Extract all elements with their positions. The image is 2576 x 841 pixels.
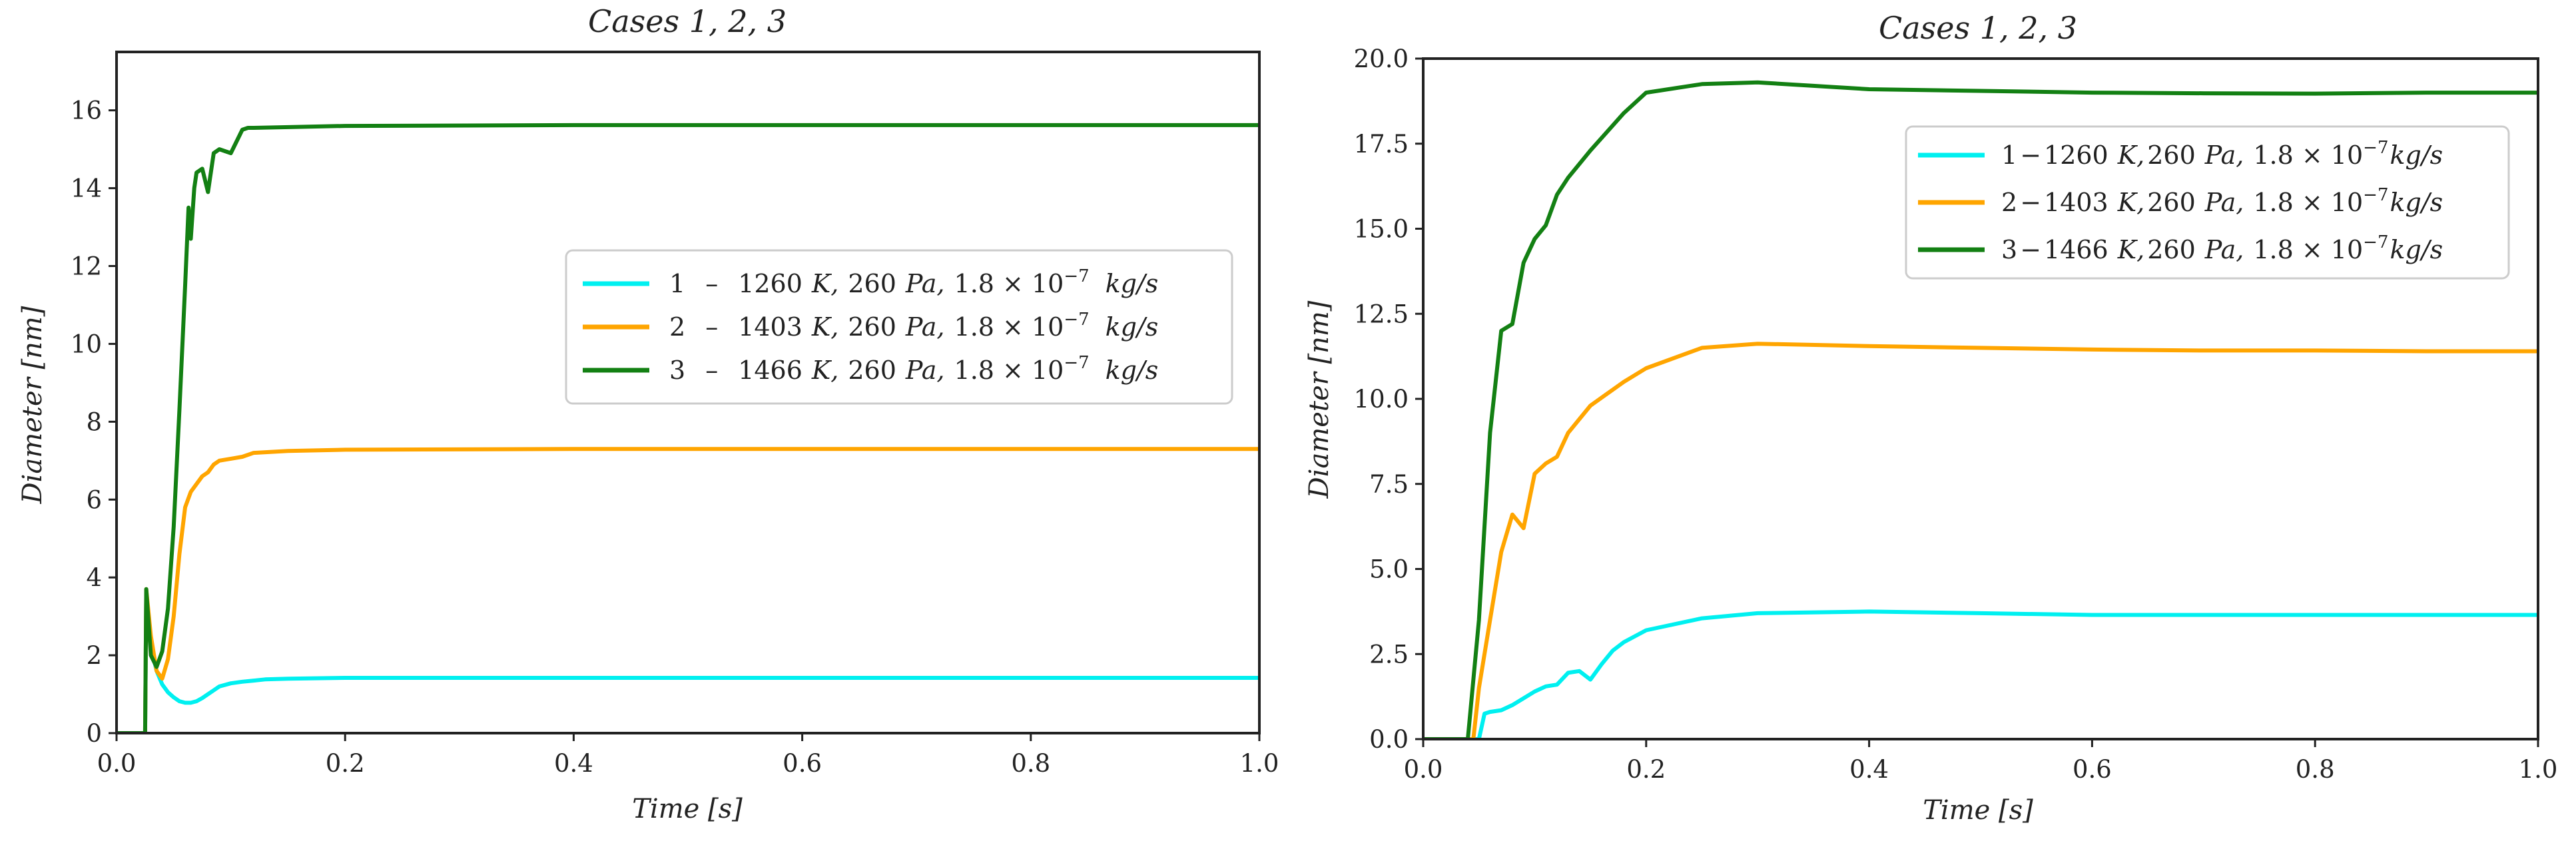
x-tick-label: 0.4: [554, 749, 593, 778]
legend-label: 1−1260 K, 260 Pa, 1.8 × 10−7kg/s: [2001, 138, 2443, 170]
x-axis-label: Time [s]: [1923, 795, 2033, 826]
y-tick-label: 0: [86, 719, 102, 748]
legend-box: [1905, 125, 2510, 280]
series-layer: [1423, 80, 2538, 739]
left-chart: Cases 1, 2, 3 Time [s] Diameter [nm] 0.0…: [17, 3, 1279, 824]
x-tick-label: 0.0: [97, 749, 137, 778]
x-tick-label: 0.0: [1404, 755, 1443, 784]
y-axis-ticks: 0.0 2.5 5.0 7.5 10.0 12.5 15.0 17.5 20.0: [1354, 45, 1423, 754]
chart-title: Cases 1, 2, 3: [588, 3, 787, 39]
x-tick-label: 0.4: [1849, 755, 1889, 784]
axes-frame: [115, 51, 1261, 734]
legend-label: 1–1260 K, 260 Pa, 1.8 × 10−7 kg/s: [669, 266, 1158, 298]
right-chart: Cases 1, 2, 3 Time [s] Diameter [nm] 0.0…: [1304, 10, 2557, 826]
x-axis-ticks: 0.0 0.2 0.4 0.6 0.8 1.0: [1404, 739, 2558, 784]
y-axis-label: Diameter [nm]: [17, 306, 48, 504]
y-tick-label: 12: [71, 252, 102, 281]
y-tick-label: 5.0: [1369, 555, 1409, 584]
legend-item-3: 3−1466 K, 260 Pa, 1.8 × 10−7kg/s: [1918, 232, 2443, 264]
series-line-case-1: [117, 591, 1259, 733]
legend-label: 2−1403 K, 260 Pa, 1.8 × 10−7kg/s: [2001, 185, 2443, 217]
x-tick-label: 0.2: [326, 749, 365, 778]
plot-area: [117, 123, 1259, 733]
y-tick-label: 2.5: [1369, 640, 1409, 669]
y-tick-label: 8: [86, 408, 102, 436]
plot-area: [1423, 80, 2538, 739]
legend-box: [565, 249, 1233, 405]
x-axis-ticks: 0.0 0.2 0.4 0.6 0.8 1.0: [97, 733, 1279, 778]
legend-item-2: 2–1403 K, 260 Pa, 1.8 × 10−7 kg/s: [583, 310, 1158, 342]
x-axis-label: Time [s]: [632, 794, 743, 824]
legend-item-1: 1–1260 K, 260 Pa, 1.8 × 10−7 kg/s: [583, 266, 1158, 298]
y-tick-label: 2: [86, 641, 102, 670]
legend-item-1: 1−1260 K, 260 Pa, 1.8 × 10−7kg/s: [1918, 138, 2443, 170]
series-line-case-3: [117, 123, 1259, 733]
y-axis-label: Diameter [nm]: [1304, 300, 1335, 499]
legend-item-3: 3–1466 K, 260 Pa, 1.8 × 10−7 kg/s: [583, 353, 1158, 385]
x-tick-label: 0.8: [2296, 755, 2335, 784]
y-tick-label: 10: [71, 330, 102, 358]
y-tick-label: 20.0: [1354, 45, 1409, 73]
x-tick-label: 0.6: [783, 749, 822, 778]
y-axis-ticks: 0 2 4 6 8 10 12 14 16: [71, 97, 117, 748]
legend-label: 3−1466 K, 260 Pa, 1.8 × 10−7kg/s: [2001, 232, 2443, 264]
x-tick-label: 1.0: [2519, 755, 2558, 784]
y-tick-label: 0.0: [1369, 725, 1409, 754]
legend-label: 3–1466 K, 260 Pa, 1.8 × 10−7 kg/s: [669, 353, 1158, 385]
y-tick-label: 6: [86, 485, 102, 514]
y-tick-label: 7.5: [1369, 470, 1409, 499]
y-tick-label: 15.0: [1354, 215, 1409, 244]
x-tick-label: 0.6: [2073, 755, 2112, 784]
legend: 1–1260 K, 260 Pa, 1.8 × 10−7 kg/s 2–1403 K, 260…: [565, 249, 1233, 405]
y-tick-label: 14: [71, 174, 102, 203]
series-line-case-2: [117, 447, 1259, 733]
y-tick-label: 16: [71, 97, 102, 125]
series-layer: [117, 123, 1259, 733]
series-line-case-3: [1423, 80, 2538, 739]
series-line-case-1: [1423, 609, 2538, 739]
y-tick-label: 12.5: [1354, 300, 1409, 328]
y-tick-label: 4: [86, 563, 102, 592]
series-line-case-2: [1423, 342, 2538, 739]
y-tick-label: 17.5: [1354, 130, 1409, 158]
legend-item-2: 2−1403 K, 260 Pa, 1.8 × 10−7kg/s: [1918, 185, 2443, 217]
y-tick-label: 10.0: [1354, 385, 1409, 414]
legend-label: 2–1403 K, 260 Pa, 1.8 × 10−7 kg/s: [669, 310, 1158, 342]
x-tick-label: 1.0: [1240, 749, 1279, 778]
x-tick-label: 0.8: [1011, 749, 1050, 778]
x-tick-label: 0.2: [1626, 755, 1666, 784]
axes-frame: [1422, 57, 2539, 740]
chart-title: Cases 1, 2, 3: [1879, 10, 2077, 46]
legend: 1−1260 K, 260 Pa, 1.8 × 10−7kg/s 2−1403 K, 260…: [1905, 125, 2510, 280]
